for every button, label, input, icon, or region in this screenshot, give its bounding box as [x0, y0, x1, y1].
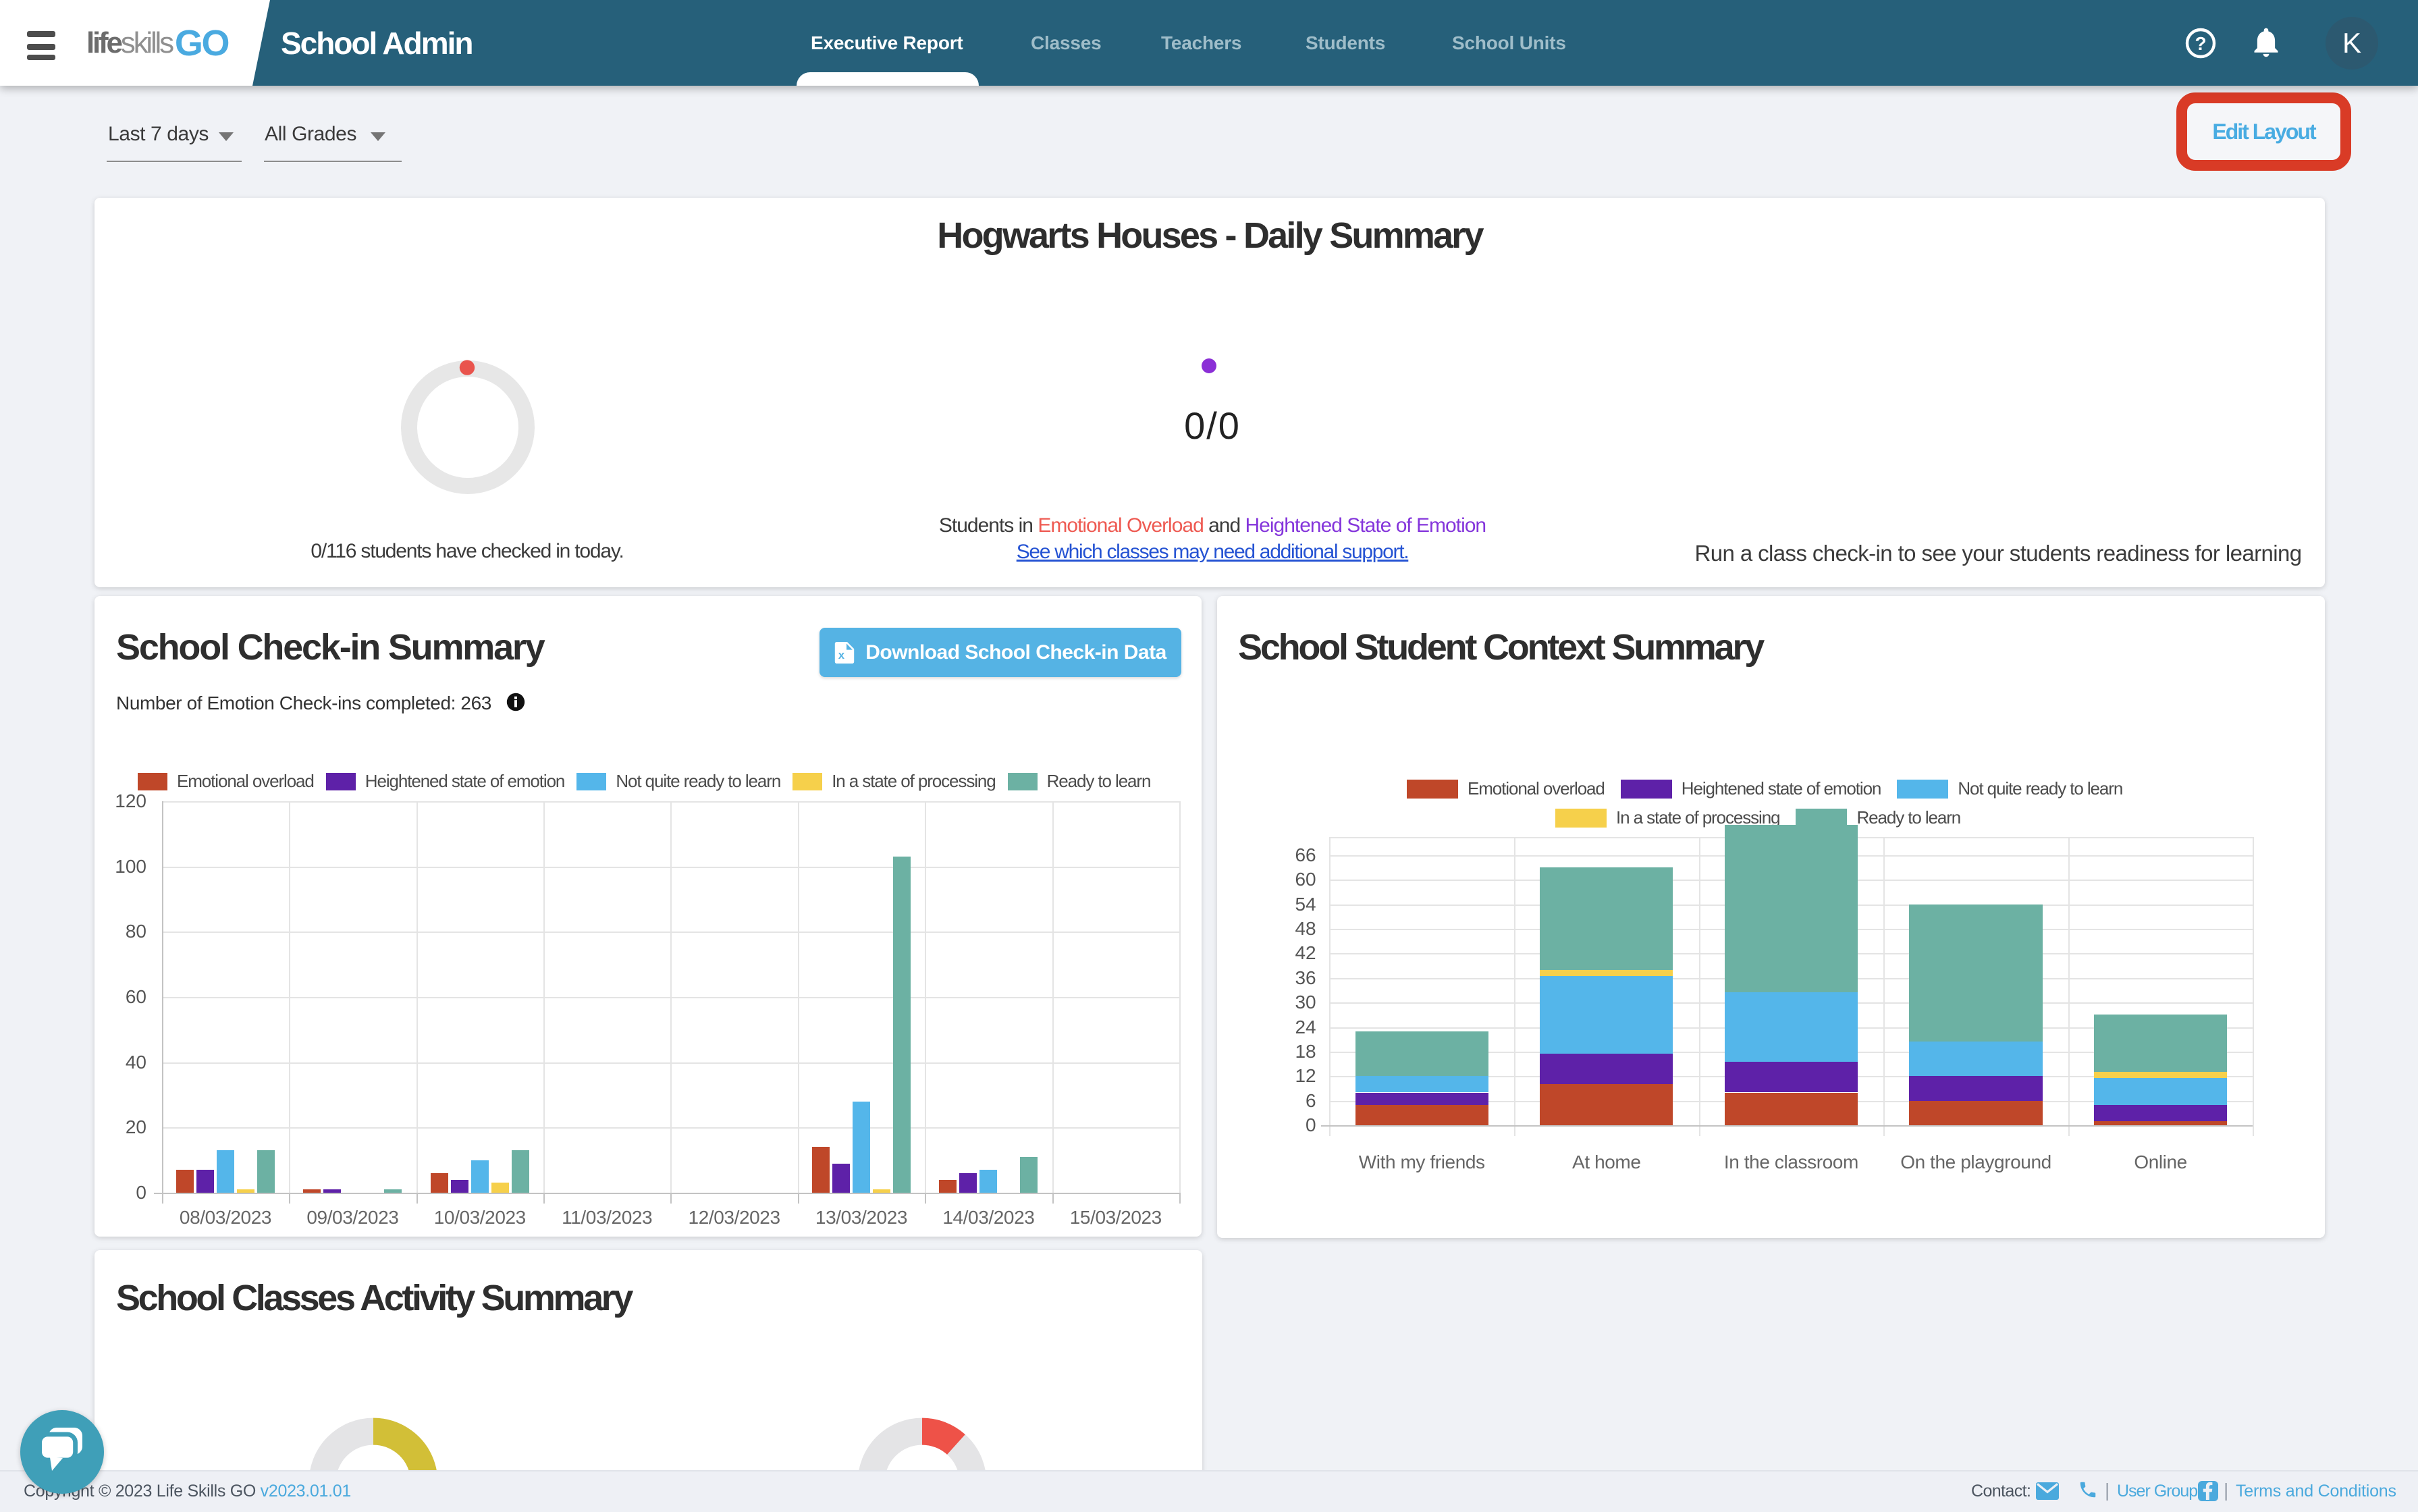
svg-text:x: x — [838, 649, 845, 662]
svg-text:?: ? — [2195, 33, 2206, 54]
